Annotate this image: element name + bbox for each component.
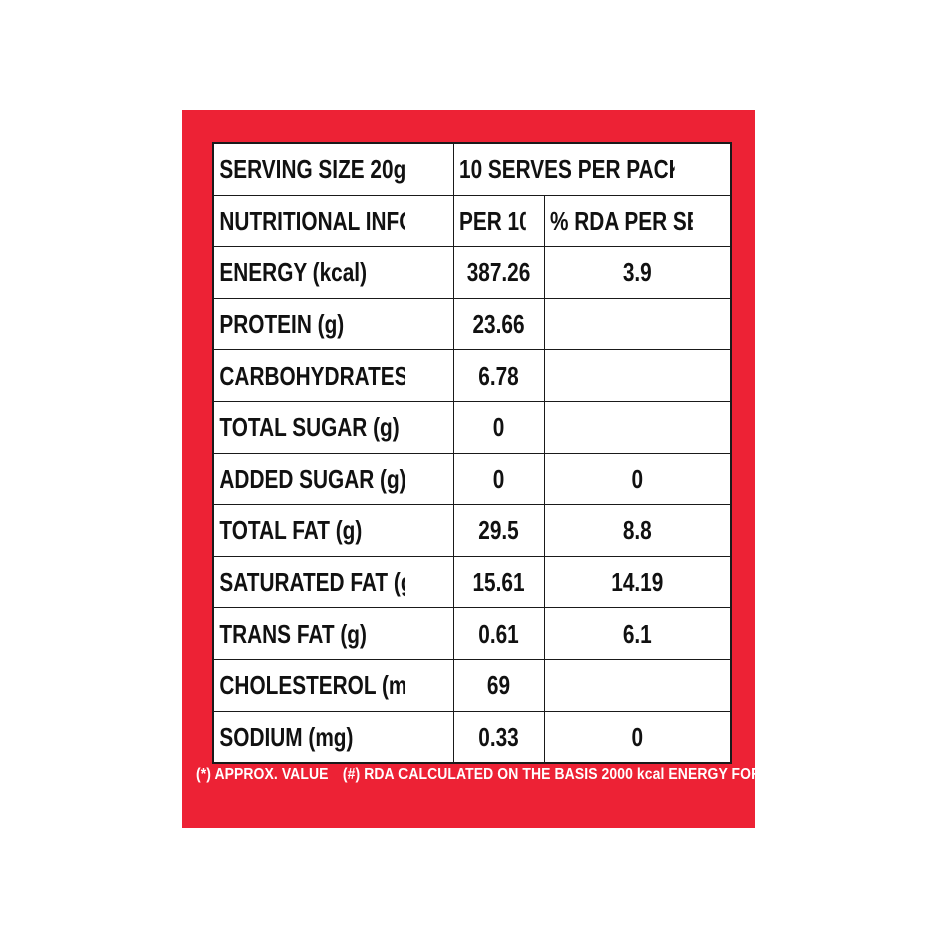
value-per-100g-total-sugar: 0: [461, 400, 536, 454]
value-rda-total-sugar: [562, 400, 713, 454]
footnote: (*) APPROX. VALUE (#) RDA CALCULATED ON T…: [196, 763, 910, 787]
nutrient-label: ENERGY: [219, 257, 307, 288]
table-row: ADDED SUGAR (g) 0 0: [212, 452, 731, 506]
value-per-100g-protein: 23.66: [461, 297, 536, 351]
value-rda-total-fat: 8.8: [562, 504, 713, 557]
value-per-100g-carbohydrates: 6.78: [461, 349, 536, 402]
nutrient-unit: (mg): [381, 670, 405, 701]
nutrient-unit: (g): [317, 309, 345, 340]
nutrient-unit: (g): [340, 618, 367, 649]
table-row: SATURATED FAT (g) 15.61 14.19: [212, 555, 731, 609]
nutrient-name-carbohydrates: CARBOHYDRATES (g): [212, 349, 406, 402]
nutrient-name-protein: PROTEIN (g): [212, 297, 406, 351]
table-row: CHOLESTEROL (mg) 69: [212, 658, 731, 712]
nutrient-label: SATURATED FAT: [219, 567, 389, 598]
nutrient-name-saturated-fat: SATURATED FAT (g): [212, 555, 406, 609]
value-rda-added-sugar: 0: [562, 452, 713, 506]
nutrient-label: ADDED SUGAR: [219, 463, 375, 494]
serving-size-cell: SERVING SIZE 20g: [212, 142, 406, 196]
nutrient-name-total-fat: TOTAL FAT (g): [212, 504, 406, 557]
serves-per-pack-cell: 10 SERVES PER PACK: [452, 142, 676, 196]
nutrient-unit: (mg): [308, 721, 354, 752]
nutrient-label: CHOLESTEROL: [219, 670, 377, 701]
column-header-row: NUTRITIONAL INFORMATION (*) PER 100g % R…: [212, 194, 731, 248]
nutrient-name-added-sugar: ADDED SUGAR (g): [212, 452, 406, 506]
value-rda-energy: 3.9: [562, 246, 713, 299]
table-row: SODIUM (mg) 0.33 0: [212, 710, 731, 764]
nutrient-label: TOTAL FAT: [219, 515, 330, 546]
value-rda-trans-fat: 6.1: [562, 607, 713, 660]
nutrient-name-total-sugar: TOTAL SUGAR (g): [212, 400, 406, 454]
nutrient-name-energy: ENERGY (kcal): [212, 246, 406, 299]
value-rda-saturated-fat: 14.19: [562, 555, 713, 609]
table-row: ENERGY (kcal) 387.26 3.9: [212, 246, 731, 299]
table-row: CARBOHYDRATES (g) 6.78: [212, 349, 731, 402]
footnote-approx-note: (*) APPROX. VALUE: [196, 766, 329, 783]
nutrient-name-cholesterol: CHOLESTEROL (mg): [212, 658, 406, 712]
footnote-rda-note: (#) RDA CALCULATED ON THE BASIS 2000 kca…: [342, 766, 910, 783]
value-rda-carbohydrates: [562, 349, 713, 402]
nutrient-unit: (g): [380, 463, 405, 494]
nutrient-unit: (g): [335, 515, 363, 546]
nutrient-label: CARBOHYDRATES: [219, 360, 405, 391]
column-header-rda-per-serving: % RDA PER SERVING (#): [543, 194, 694, 248]
value-rda-protein: [562, 297, 713, 351]
nutrient-unit: (g): [393, 567, 404, 598]
column-header-per-100g: PER 100g: [452, 194, 527, 248]
value-per-100g-saturated-fat: 15.61: [461, 555, 536, 609]
value-per-100g-trans-fat: 0.61: [461, 607, 536, 660]
nutrient-unit: (g): [373, 412, 400, 443]
nutrient-name-sodium: SODIUM (mg): [212, 710, 406, 764]
nutrient-name-trans-fat: TRANS FAT (g): [212, 607, 406, 660]
table-row: TOTAL SUGAR (g) 0: [212, 400, 731, 454]
value-per-100g-cholesterol: 69: [461, 658, 536, 712]
value-per-100g-total-fat: 29.5: [461, 504, 536, 557]
value-per-100g-sodium: 0.33: [461, 710, 536, 764]
nutrient-label: TRANS FAT: [219, 618, 335, 649]
value-per-100g-energy: 387.26: [461, 246, 536, 299]
serving-size-row: SERVING SIZE 20g 10 SERVES PER PACK: [212, 142, 731, 196]
value-per-100g-added-sugar: 0: [461, 452, 536, 506]
table-body: SERVING SIZE 20g 10 SERVES PER PACK NUTR…: [212, 142, 731, 764]
table-row: PROTEIN (g) 23.66: [212, 297, 731, 351]
nutrition-information-table: SERVING SIZE 20g 10 SERVES PER PACK NUTR…: [212, 142, 732, 765]
table-row: TRANS FAT (g) 0.61 6.1: [212, 607, 731, 660]
value-rda-cholesterol: [562, 658, 713, 712]
nutrient-label: TOTAL SUGAR: [219, 412, 368, 443]
table-row: TOTAL FAT (g) 29.5 8.8: [212, 504, 731, 557]
column-header-nutritional-information: NUTRITIONAL INFORMATION (*): [212, 194, 406, 248]
value-rda-sodium: 0: [562, 710, 713, 764]
nutrient-unit: (kcal): [312, 257, 367, 288]
nutrient-label: PROTEIN: [219, 309, 312, 340]
nutrient-label: SODIUM: [219, 721, 303, 752]
